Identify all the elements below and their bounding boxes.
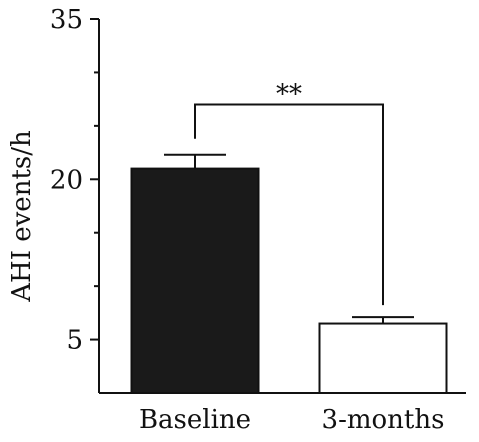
y-axis-label: AHI events/h xyxy=(7,130,37,303)
bars xyxy=(130,167,448,394)
x-tick-label: 3-months xyxy=(322,405,445,435)
y-tick-label: 35 xyxy=(50,5,83,35)
x-axis: Baseline 3-months xyxy=(99,392,466,435)
y-axis: 5 20 35 xyxy=(50,5,100,393)
significance-bracket xyxy=(194,103,384,306)
y-tick-label: 20 xyxy=(50,165,83,195)
significance-annotation: ** xyxy=(194,79,384,306)
error-bars xyxy=(164,153,414,324)
x-tick-label: Baseline xyxy=(139,405,251,435)
y-tick-label: 5 xyxy=(66,326,83,356)
bar-baseline xyxy=(130,167,260,394)
bar-3-months xyxy=(318,322,448,394)
